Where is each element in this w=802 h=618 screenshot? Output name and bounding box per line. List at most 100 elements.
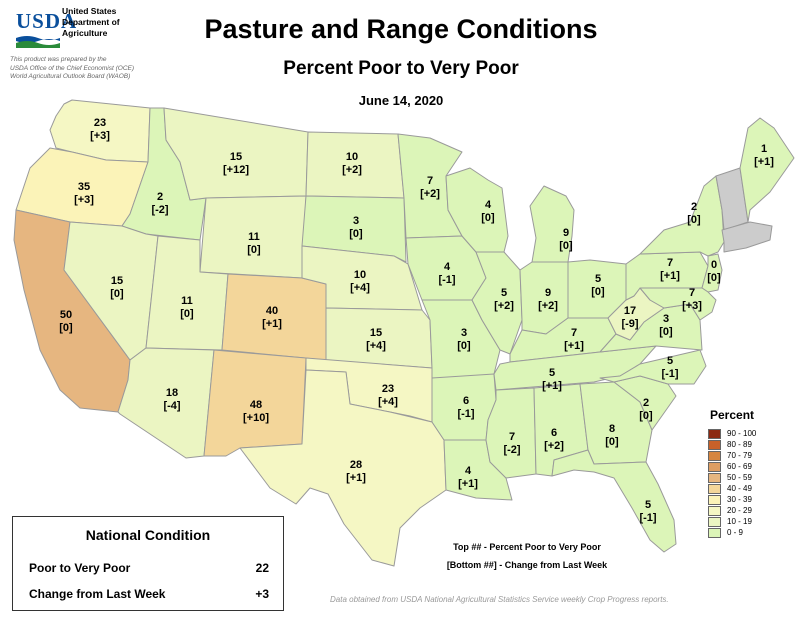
legend-label: 0 - 9 — [727, 528, 744, 537]
state-label-AR-top: 6 — [463, 395, 469, 407]
national-condition-box: National Condition Poor to Very Poor 22 … — [12, 516, 284, 611]
state-label-IN-top: 9 — [545, 287, 551, 299]
legend-item: 70 - 79 — [696, 450, 796, 461]
state-label-OR-top: 35 — [78, 181, 90, 193]
state-label-IL-top: 5 — [501, 287, 507, 299]
state-label-KY-bottom: [+1] — [564, 340, 584, 352]
state-label-NE-bottom: [+4] — [350, 282, 370, 294]
state-label-OK-top: 23 — [382, 383, 394, 395]
state-label-MS-bottom: [-2] — [503, 444, 520, 456]
state-label-CO-bottom: [+1] — [262, 318, 282, 330]
legend: Percent 90 - 100 80 - 89 70 - 79 60 - 69 50 … — [696, 408, 796, 538]
state-CO — [221, 273, 327, 361]
state-MI — [529, 185, 575, 263]
national-change-row: Change from Last Week +3 — [29, 587, 269, 601]
state-MA-CT-RI — [721, 221, 773, 253]
state-label-NM-top: 48 — [250, 399, 262, 411]
state-WI — [445, 167, 509, 253]
legend-item: 50 - 59 — [696, 472, 796, 483]
state-label-WI-bottom: [0] — [481, 212, 495, 224]
legend-label: 90 - 100 — [727, 429, 757, 438]
state-label-MT-bottom: [+12] — [223, 164, 249, 176]
legend-item: 10 - 19 — [696, 516, 796, 527]
state-TN — [493, 345, 657, 391]
legend-swatch — [708, 439, 721, 450]
state-label-WA-top: 23 — [94, 117, 106, 129]
state-label-AR-bottom: [-1] — [457, 408, 474, 420]
state-label-WV-top: 17 — [624, 305, 636, 317]
state-label-WY-top: 11 — [248, 231, 260, 243]
state-label-MN-bottom: [+2] — [420, 188, 440, 200]
state-label-LA-top: 4 — [465, 465, 472, 477]
legend-swatch — [708, 505, 721, 516]
state-label-TX-bottom: [+1] — [346, 472, 366, 484]
legend-swatch — [708, 527, 721, 538]
state-label-OR-bottom: [+3] — [74, 194, 94, 206]
state-label-NM-bottom: [+10] — [243, 412, 269, 424]
state-label-NJ-top: 0 — [711, 259, 717, 271]
state-label-SD-top: 3 — [353, 215, 359, 227]
state-label-TN-bottom: [+1] — [542, 380, 562, 392]
label-key: Top ## - Percent Poor to Very Poor [Bott… — [432, 538, 622, 574]
state-NY — [639, 175, 725, 257]
usda-logo-waves — [16, 36, 60, 48]
state-label-MO-top: 3 — [461, 327, 467, 339]
state-label-MI-top: 9 — [563, 227, 569, 239]
state-label-MD-top: 7 — [689, 287, 695, 299]
state-label-VA-bottom: [0] — [659, 326, 673, 338]
state-label-PA-top: 7 — [667, 257, 673, 269]
state-label-GA-bottom: [0] — [605, 436, 619, 448]
state-label-NC-top: 5 — [667, 355, 673, 367]
state-label-KY-top: 7 — [571, 327, 577, 339]
state-label-FL-bottom: [-1] — [639, 512, 656, 524]
state-label-MI-bottom: [0] — [559, 240, 573, 252]
state-label-NY-top: 2 — [691, 201, 697, 213]
state-label-MD-bottom: [+3] — [682, 300, 702, 312]
legend-item: 0 - 9 — [696, 527, 796, 538]
state-label-OH-top: 5 — [595, 273, 601, 285]
legend-item: 60 - 69 — [696, 461, 796, 472]
state-label-ND-top: 10 — [346, 151, 358, 163]
state-label-ME-bottom: [+1] — [754, 156, 774, 168]
state-label-IL-bottom: [+2] — [494, 300, 514, 312]
legend-title: Percent — [710, 408, 755, 422]
state-label-NE-top: 10 — [354, 269, 366, 281]
state-label-TX-top: 28 — [350, 459, 362, 471]
national-poor-row: Poor to Very Poor 22 — [29, 561, 269, 575]
state-label-UT-bottom: [0] — [180, 308, 194, 320]
state-label-NV-top: 15 — [111, 275, 123, 287]
legend-item: 90 - 100 — [696, 428, 796, 439]
change-value: +3 — [255, 587, 269, 601]
state-label-UT-top: 11 — [181, 295, 193, 307]
state-FL — [551, 449, 677, 553]
legend-swatch — [708, 483, 721, 494]
poor-label: Poor to Very Poor — [29, 561, 131, 575]
legend-swatch — [708, 450, 721, 461]
legend-rows: 90 - 100 80 - 89 70 - 79 60 - 69 50 - 59 40 -… — [696, 428, 796, 538]
state-label-IA-bottom: [-1] — [438, 274, 455, 286]
prepared-by-note: This product was prepared by the USDA Of… — [10, 56, 135, 80]
state-label-KS-top: 15 — [370, 327, 382, 339]
state-label-NV-bottom: [0] — [110, 288, 124, 300]
state-label-AL-bottom: [+2] — [544, 440, 564, 452]
source-note: Data obtained from USDA National Agricul… — [330, 595, 669, 604]
state-label-GA-top: 8 — [609, 423, 615, 435]
legend-label: 80 - 89 — [727, 440, 752, 449]
state-AR — [431, 373, 497, 441]
state-label-AZ-top: 18 — [166, 387, 178, 399]
change-label: Change from Last Week — [29, 587, 166, 601]
state-label-ME-top: 1 — [761, 143, 767, 155]
state-label-ID-bottom: [-2] — [151, 204, 168, 216]
state-label-NC-bottom: [-1] — [661, 368, 678, 380]
legend-swatch — [708, 472, 721, 483]
state-label-CA-top: 50 — [60, 309, 72, 321]
map-title: Pasture and Range Conditions — [204, 14, 598, 44]
state-label-IA-top: 4 — [444, 261, 451, 273]
state-label-ID-top: 2 — [157, 191, 163, 203]
state-label-MT-top: 15 — [230, 151, 242, 163]
state-label-NY-bottom: [0] — [687, 214, 701, 226]
map-subtitle: Percent Poor to Very Poor — [283, 58, 519, 79]
legend-swatch — [708, 494, 721, 505]
legend-swatch — [708, 461, 721, 472]
